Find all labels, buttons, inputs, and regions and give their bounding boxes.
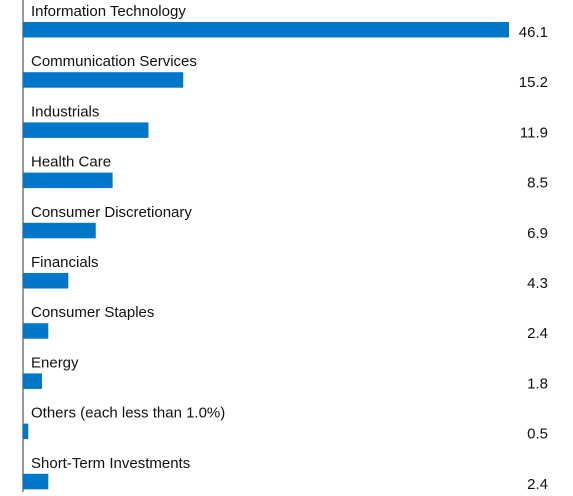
value-label: 1.8	[527, 375, 548, 392]
value-label: 11.9	[520, 124, 548, 141]
category-label: Industrials	[31, 103, 99, 120]
value-label: 2.4	[527, 476, 548, 493]
bar	[23, 473, 49, 490]
category-label: Financials	[31, 254, 99, 271]
category-label: Consumer Staples	[31, 304, 154, 321]
bar	[23, 323, 49, 339]
bar	[23, 222, 96, 239]
category-label: Health Care	[31, 154, 111, 171]
bar	[23, 273, 69, 289]
value-label: 15.2	[519, 74, 548, 91]
bar	[23, 122, 149, 138]
bar	[23, 373, 42, 389]
bar	[23, 72, 184, 88]
bar	[23, 423, 29, 440]
value-label: 4.3	[527, 275, 548, 292]
category-label: Information Technology	[31, 3, 186, 20]
value-label: 6.9	[527, 225, 548, 242]
bar	[23, 172, 113, 189]
value-label: 46.1	[519, 24, 548, 41]
category-label: Others (each less than 1.0%)	[31, 405, 225, 422]
bar	[23, 22, 509, 38]
category-label: Short-Term Investments	[31, 455, 190, 472]
category-label: Consumer Discretionary	[31, 204, 192, 221]
category-label: Communication Services	[31, 53, 197, 70]
value-label: 8.5	[527, 175, 548, 192]
value-label: 0.5	[527, 426, 548, 443]
category-label: Energy	[31, 354, 79, 371]
value-label: 2.4	[527, 325, 548, 342]
